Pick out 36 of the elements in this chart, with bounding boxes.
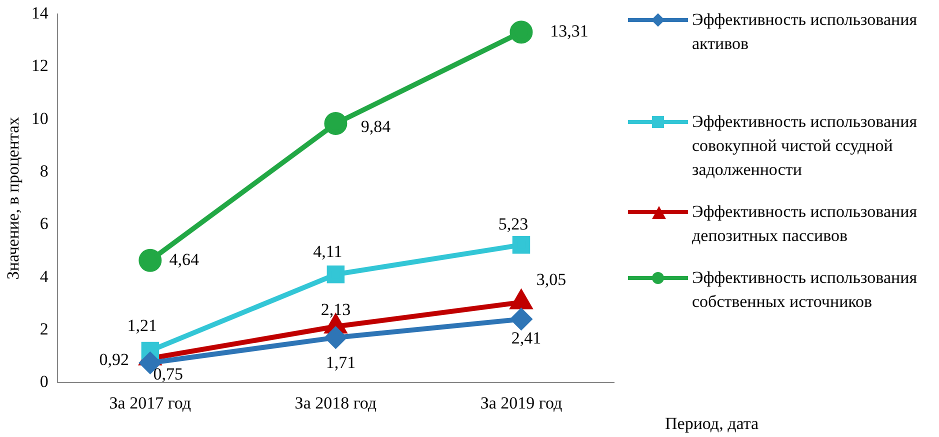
data-label: 5,23 <box>498 214 528 234</box>
point <box>326 266 345 284</box>
data-label: 0,92 <box>99 350 130 369</box>
x-tick-label: За 2017 год <box>109 393 192 412</box>
point <box>512 236 530 254</box>
point <box>510 20 533 44</box>
data-label: 4,64 <box>169 250 200 269</box>
x-axis-title: Период, дата <box>665 414 759 434</box>
y-tick-label: 4 <box>40 266 49 286</box>
point <box>510 308 532 330</box>
data-label: 4,11 <box>313 242 342 261</box>
data-label: 9,84 <box>360 116 392 136</box>
y-tick-label: 10 <box>31 108 48 128</box>
data-label: 3,05 <box>536 270 566 289</box>
x-tick-label: За 2018 год <box>294 393 377 412</box>
y-tick-label: 12 <box>31 56 48 76</box>
data-label: 13,31 <box>550 22 588 41</box>
legend-label: Эффективность использования активов <box>692 9 918 55</box>
y-axis-title: Значение, в процентах <box>4 116 23 280</box>
legend-label: Эффективность использования совокупной чистой ссудной задолженности <box>692 111 918 181</box>
legend-label: Эффективность использования депозитных пассивов <box>692 201 918 247</box>
data-label: 2,13 <box>320 300 351 319</box>
point <box>325 327 346 348</box>
data-label: 0,75 <box>153 364 184 384</box>
y-tick-label: 14 <box>31 3 49 22</box>
y-tick-label: 0 <box>40 372 48 392</box>
point <box>138 248 162 272</box>
y-tick-label: 8 <box>40 161 48 180</box>
x-tick-label: За 2019 год <box>480 393 562 412</box>
legend-label: Эффективность использования собственных источников <box>692 267 918 313</box>
point <box>324 112 348 136</box>
data-label: 1,21 <box>127 316 158 336</box>
data-label: 2,41 <box>511 328 542 348</box>
y-tick-label: 2 <box>40 319 48 338</box>
y-tick-label: 6 <box>40 214 48 234</box>
data-label: 1,71 <box>326 353 356 372</box>
